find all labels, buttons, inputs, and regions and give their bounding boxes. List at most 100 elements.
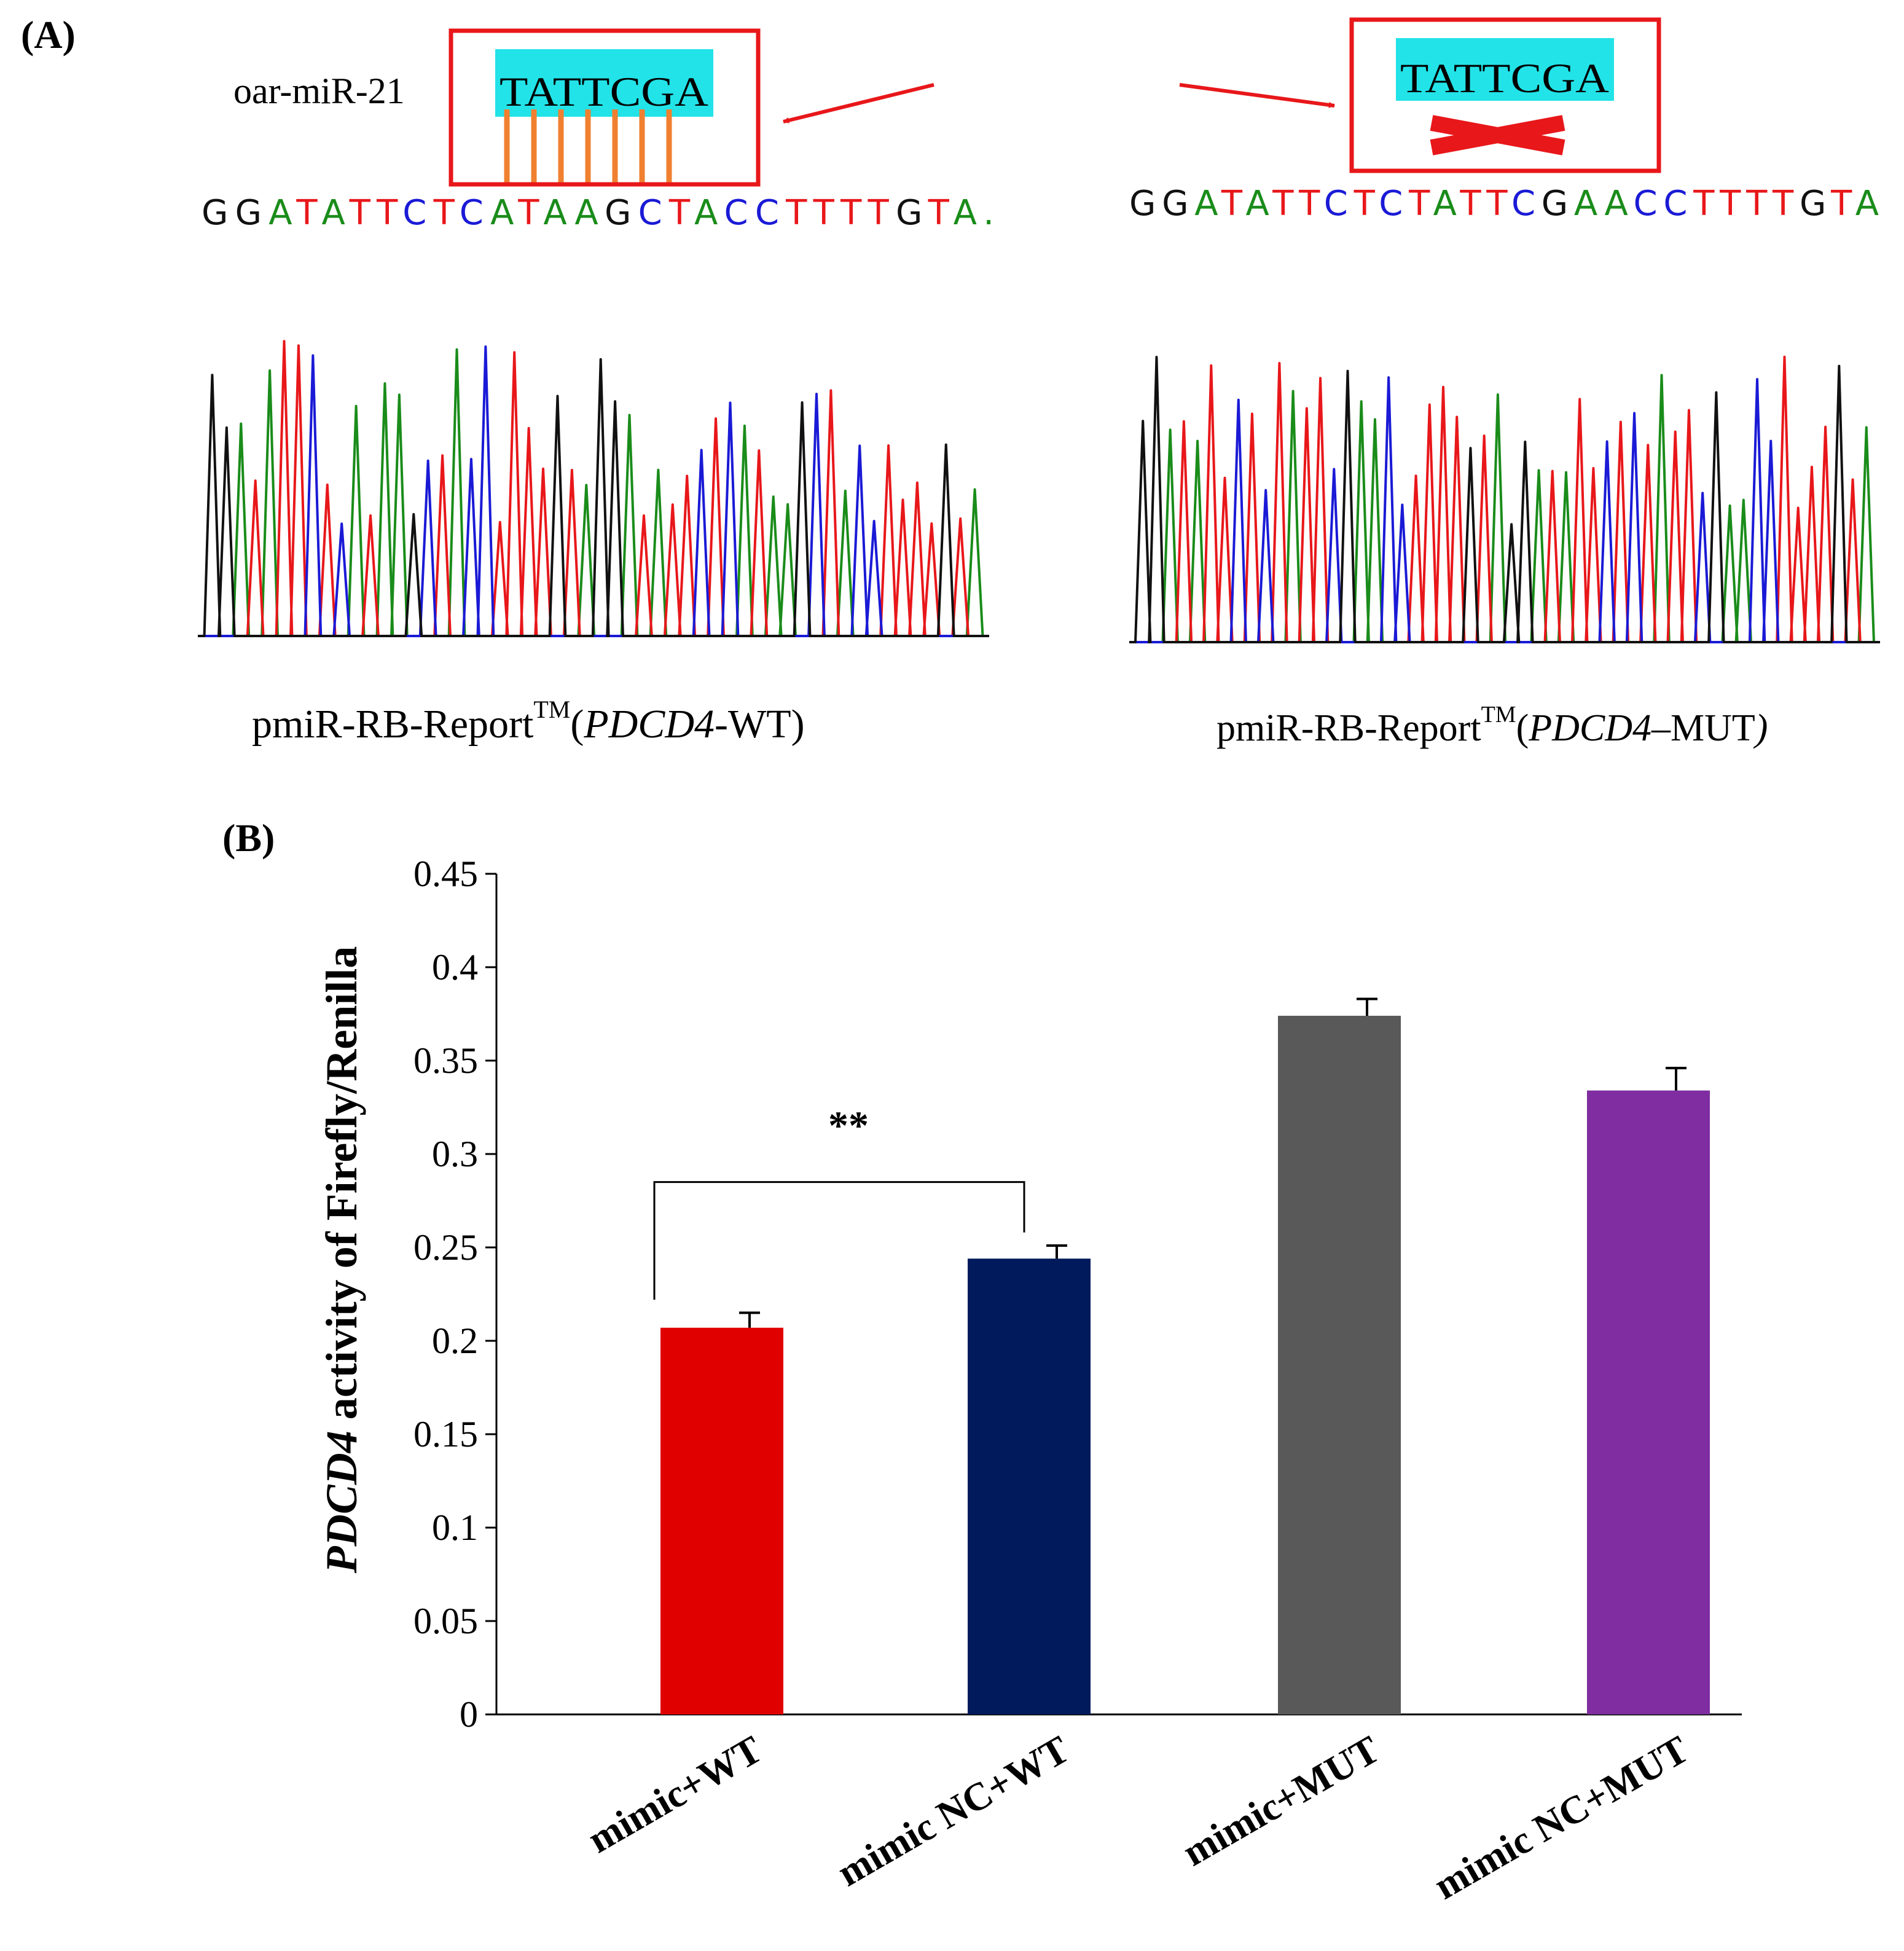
sequence-base: T: [1459, 184, 1481, 224]
sequence-base: C: [755, 193, 779, 233]
sequence-base: G: [1542, 184, 1568, 224]
mut-caption-close: ): [1753, 707, 1768, 749]
sequence-base: T: [433, 193, 455, 233]
sequence-base: A: [954, 193, 977, 233]
x-tick-label: mimic NC+MUT: [1427, 1727, 1696, 1908]
bar: [1278, 1016, 1401, 1714]
bar: [660, 1327, 783, 1714]
sequence-base: T: [813, 193, 835, 233]
x-tick-label: mimic NC+WT: [830, 1727, 1076, 1895]
sequence-base: C: [402, 193, 426, 233]
sequence-base: A: [1194, 184, 1218, 224]
error-bar: [1046, 1244, 1067, 1259]
sequence-base: C: [1663, 184, 1687, 224]
x-tick-label: mimic+WT: [581, 1727, 769, 1861]
bars: [660, 1016, 1710, 1714]
sequence-base: A: [543, 193, 568, 233]
wt-seed-highlight: [495, 49, 713, 117]
chromatogram-trace: [1129, 355, 1880, 643]
mut-pointer-arrow: [1179, 83, 1335, 108]
sequence-base: T: [868, 193, 890, 233]
bar: [968, 1258, 1091, 1714]
wt-seed-text: TATTCGA: [500, 68, 708, 115]
sequence-base: T: [785, 193, 807, 233]
sequence-base: C: [460, 193, 484, 233]
mut-seed-highlight: [1396, 38, 1614, 101]
mut-caption-gene: PDCD4: [1528, 707, 1651, 749]
wt-caption-sup: TM: [533, 696, 570, 723]
no-binding-cross-icon: [1430, 115, 1565, 155]
sequence-base: T: [840, 193, 862, 233]
sequence-base: G: [1800, 184, 1825, 224]
sequence-base: T: [1486, 184, 1508, 224]
sequence-base: A: [1246, 184, 1269, 224]
sequence-base: C: [1379, 184, 1403, 224]
sequence-base: T: [1719, 184, 1741, 224]
chromatogram-trace: [198, 358, 989, 637]
sequence-base: A: [1574, 184, 1599, 224]
sequence-base: G: [202, 193, 228, 233]
significance-label: **: [828, 1104, 869, 1148]
y-tick-label: 0.3: [432, 1134, 478, 1174]
sequence-base: A: [1433, 184, 1457, 224]
wt-pointer-arrow: [783, 83, 934, 124]
sequence-base: T: [349, 193, 371, 233]
y-tick-label: 0.15: [413, 1414, 478, 1454]
x-tick-labels: mimic+WT mimic NC+WT mimic+MUT mimic NC+MUT: [581, 1727, 1696, 1908]
sequence-base: T: [1221, 184, 1243, 224]
sequence-base: C: [724, 193, 748, 233]
significance-bracket: **: [653, 1104, 1025, 1300]
sequence-base: T: [1693, 184, 1715, 224]
sequence-base: .: [983, 193, 994, 233]
sequence-base: G: [605, 193, 631, 233]
bracket-line: [653, 1181, 1025, 1300]
wt-caption-suffix: -WT): [715, 702, 805, 747]
x-tick-label: mimic+MUT: [1175, 1727, 1387, 1875]
y-tick-label: 0.2: [432, 1321, 478, 1361]
panel-a-label: (A): [21, 13, 76, 57]
error-bar: [1357, 997, 1377, 1016]
sequence-base: C: [1511, 184, 1535, 224]
y-tick-label: 0: [460, 1694, 478, 1735]
sequence-base: A: [490, 193, 514, 233]
mirna-label: oar-miR-21: [233, 71, 405, 111]
sequence-base: G: [1162, 184, 1188, 224]
sequence-base: A: [694, 193, 718, 233]
mut-seed-text: TATTCGA: [1400, 55, 1609, 101]
sequence-base: T: [928, 193, 950, 233]
sequence-base: G: [1129, 184, 1156, 224]
y-axis-label-gene: PDCD4: [317, 1431, 366, 1574]
wt-construct-caption: pmiR-RB-ReportTM(PDCD4-WT): [252, 696, 805, 747]
panel-b-label: (B): [222, 816, 275, 860]
wt-caption-gene: PDCD4: [583, 702, 715, 747]
mut-construct-caption: pmiR-RB-ReportTM(PDCD4–MUT): [1216, 702, 1768, 749]
sequence-base: T: [668, 193, 691, 233]
mut-chromatogram: [1129, 355, 1880, 643]
y-tick-label: 0.45: [413, 854, 478, 894]
mut-caption-sup: TM: [1481, 702, 1516, 728]
error-bar: [739, 1311, 760, 1328]
mut-caption-main: pmiR-RB-Report: [1216, 707, 1481, 749]
y-tick-label: 0.05: [413, 1601, 478, 1641]
y-axis-label: PDCD4 activity of Firefly/Renilla: [317, 946, 366, 1574]
sequence-base: C: [1324, 184, 1348, 224]
sequence-base: T: [1745, 184, 1768, 224]
sequence-base: A: [268, 193, 292, 233]
error-bar: [1666, 1067, 1687, 1091]
y-tick-label: 0.25: [413, 1227, 478, 1268]
mut-target-box: [1349, 17, 1661, 173]
wt-chromatogram: [198, 340, 989, 637]
bar: [1587, 1090, 1710, 1714]
wt-caption-main: pmiR-RB-Report: [252, 702, 533, 747]
sequence-base: T: [1772, 184, 1794, 224]
mut-caption-suffix: –MUT: [1651, 707, 1755, 749]
sequence-base: A: [1855, 184, 1879, 224]
sequence-base: G: [896, 193, 921, 233]
sequence-base: C: [638, 193, 662, 233]
sequence-base: G: [235, 193, 262, 233]
y-tick-label: 0.1: [432, 1507, 478, 1548]
y-tick-label: 0.4: [432, 947, 478, 987]
y-tick-label: 0.35: [413, 1040, 478, 1081]
